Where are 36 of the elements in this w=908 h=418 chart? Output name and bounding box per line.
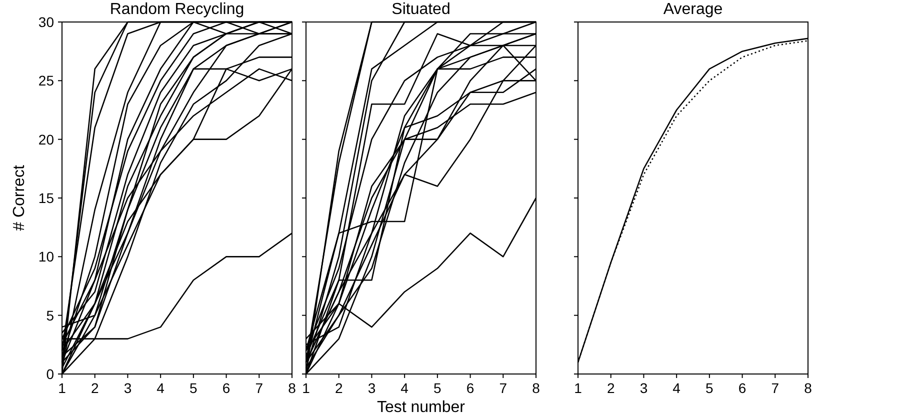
x-tick-label: 7	[771, 380, 780, 396]
x-tick-label: 7	[255, 380, 264, 396]
x-tick-label: 2	[606, 380, 615, 396]
x-tick-label: 1	[302, 380, 310, 396]
chart-title: Average	[663, 1, 723, 18]
x-tick-label: 5	[434, 380, 442, 396]
x-tick-label: 1	[58, 380, 66, 396]
x-tick-label: 2	[90, 380, 99, 396]
x-tick-label: 3	[640, 380, 648, 396]
x-tick-label: 6	[738, 380, 746, 396]
y-tick-label: 5	[46, 307, 54, 324]
x-tick-label: 8	[288, 380, 296, 396]
x-tick-label: 4	[400, 380, 409, 396]
x-tick-label: 8	[532, 380, 540, 396]
y-tick-label: 25	[38, 72, 54, 89]
x-tick-label: 3	[124, 380, 132, 396]
y-tick-label: 20	[38, 131, 54, 148]
x-axis-title: Test number	[376, 399, 466, 416]
chart-title: Situated	[392, 1, 450, 18]
y-axis-title: # Correct	[11, 164, 28, 231]
x-tick-label: 7	[499, 380, 508, 396]
x-tick-label: 5	[190, 380, 198, 396]
x-tick-label: 6	[466, 380, 474, 396]
chart-title: Random Recycling	[110, 1, 244, 18]
y-tick-label: 15	[38, 190, 54, 206]
y-tick-label: 30	[38, 14, 54, 30]
y-tick-label: 0	[46, 366, 54, 382]
x-tick-label: 2	[334, 380, 343, 396]
x-tick-label: 8	[804, 380, 812, 396]
y-tick-label: 10	[38, 248, 54, 265]
x-tick-label: 6	[222, 380, 230, 396]
x-tick-label: 5	[706, 380, 714, 396]
x-tick-label: 4	[672, 380, 681, 396]
x-tick-label: 4	[156, 380, 165, 396]
x-tick-label: 1	[574, 380, 582, 396]
x-tick-label: 3	[368, 380, 376, 396]
